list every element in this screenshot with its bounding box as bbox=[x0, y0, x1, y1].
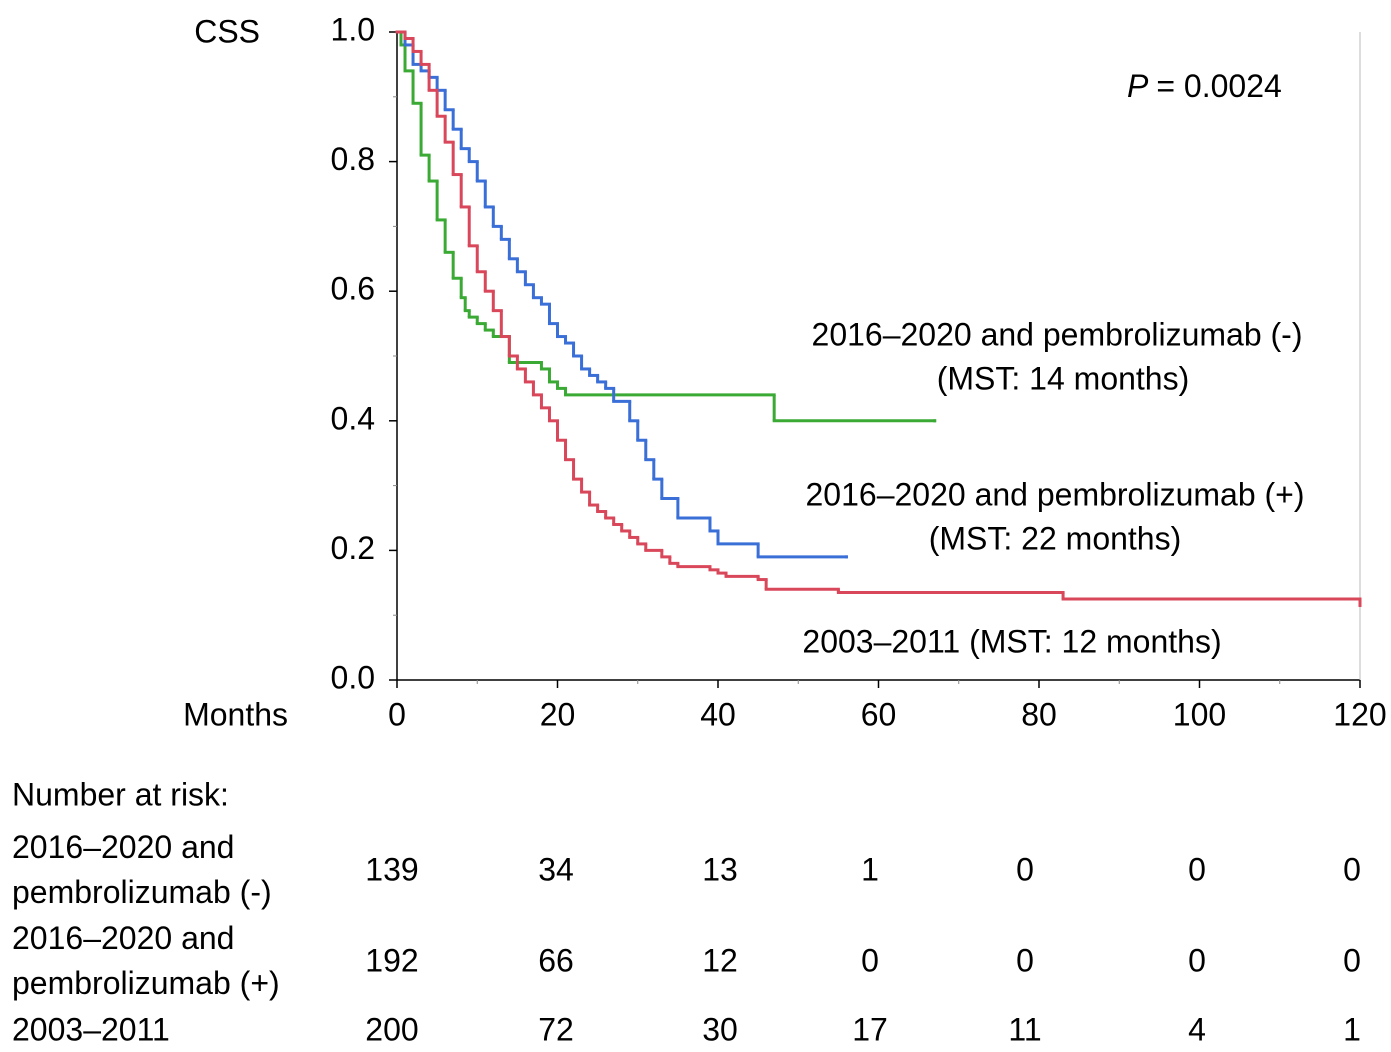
series-label: 2003–2011 (MST: 12 months) bbox=[802, 623, 1221, 659]
p-text: = 0.0024 bbox=[1156, 68, 1281, 104]
x-tick-label: 120 bbox=[1333, 696, 1386, 732]
p-symbol: P bbox=[1127, 68, 1149, 104]
risk-row-label: pembrolizumab (-) bbox=[12, 874, 272, 910]
y-tick-label: 0.4 bbox=[331, 400, 375, 436]
risk-value: 0 bbox=[1343, 942, 1361, 978]
series-label: (MST: 22 months) bbox=[929, 520, 1182, 556]
risk-value: 1 bbox=[861, 851, 879, 887]
risk-value: 13 bbox=[702, 851, 738, 887]
risk-value: 30 bbox=[702, 1011, 738, 1047]
risk-table-title: Number at risk: bbox=[12, 776, 229, 812]
risk-value: 4 bbox=[1188, 1011, 1206, 1047]
x-tick-label: 100 bbox=[1173, 696, 1226, 732]
risk-value: 0 bbox=[1188, 942, 1206, 978]
risk-value: 66 bbox=[538, 942, 574, 978]
x-axis-label: Months bbox=[183, 696, 288, 732]
step-riser bbox=[403, 32, 1362, 606]
x-tick-label: 20 bbox=[540, 696, 576, 732]
y-tick-label: 1.0 bbox=[331, 11, 375, 47]
p-value: P = 0.0024 bbox=[1127, 68, 1282, 104]
risk-value: 0 bbox=[1016, 942, 1034, 978]
risk-value: 192 bbox=[365, 942, 418, 978]
risk-row-label: 2003–2011 bbox=[12, 1011, 170, 1047]
risk-value: 0 bbox=[1016, 851, 1034, 887]
step-riser bbox=[399, 32, 776, 421]
risk-value: 17 bbox=[852, 1011, 888, 1047]
x-tick-label: 40 bbox=[700, 696, 736, 732]
series-label: 2016–2020 and pembrolizumab (+) bbox=[806, 476, 1305, 512]
risk-value: 34 bbox=[538, 851, 574, 887]
risk-value: 0 bbox=[1343, 851, 1361, 887]
risk-row-label: pembrolizumab (+) bbox=[12, 965, 280, 1001]
risk-value: 1 bbox=[1343, 1011, 1361, 1047]
y-tick-label: 0.2 bbox=[331, 530, 375, 566]
y-tick-label: 0.0 bbox=[331, 659, 375, 695]
risk-value: 12 bbox=[702, 942, 738, 978]
x-tick-label: 60 bbox=[861, 696, 897, 732]
series-label: 2016–2020 and pembrolizumab (-) bbox=[812, 316, 1303, 352]
risk-value: 200 bbox=[365, 1011, 418, 1047]
x-tick-label: 0 bbox=[388, 696, 406, 732]
risk-row-label: 2016–2020 and bbox=[12, 920, 234, 956]
x-tick-label: 80 bbox=[1021, 696, 1057, 732]
risk-value: 0 bbox=[1188, 851, 1206, 887]
step-riser bbox=[403, 32, 760, 557]
risk-value: 11 bbox=[1008, 1011, 1041, 1047]
risk-value: 0 bbox=[861, 942, 879, 978]
y-tick-label: 0.6 bbox=[331, 271, 375, 307]
series-label: (MST: 14 months) bbox=[937, 360, 1190, 396]
risk-value: 139 bbox=[365, 851, 418, 887]
y-tick-label: 0.8 bbox=[331, 141, 375, 177]
y-axis-label: CSS bbox=[194, 13, 260, 49]
risk-value: 72 bbox=[538, 1011, 574, 1047]
risk-row-label: 2016–2020 and bbox=[12, 829, 234, 865]
